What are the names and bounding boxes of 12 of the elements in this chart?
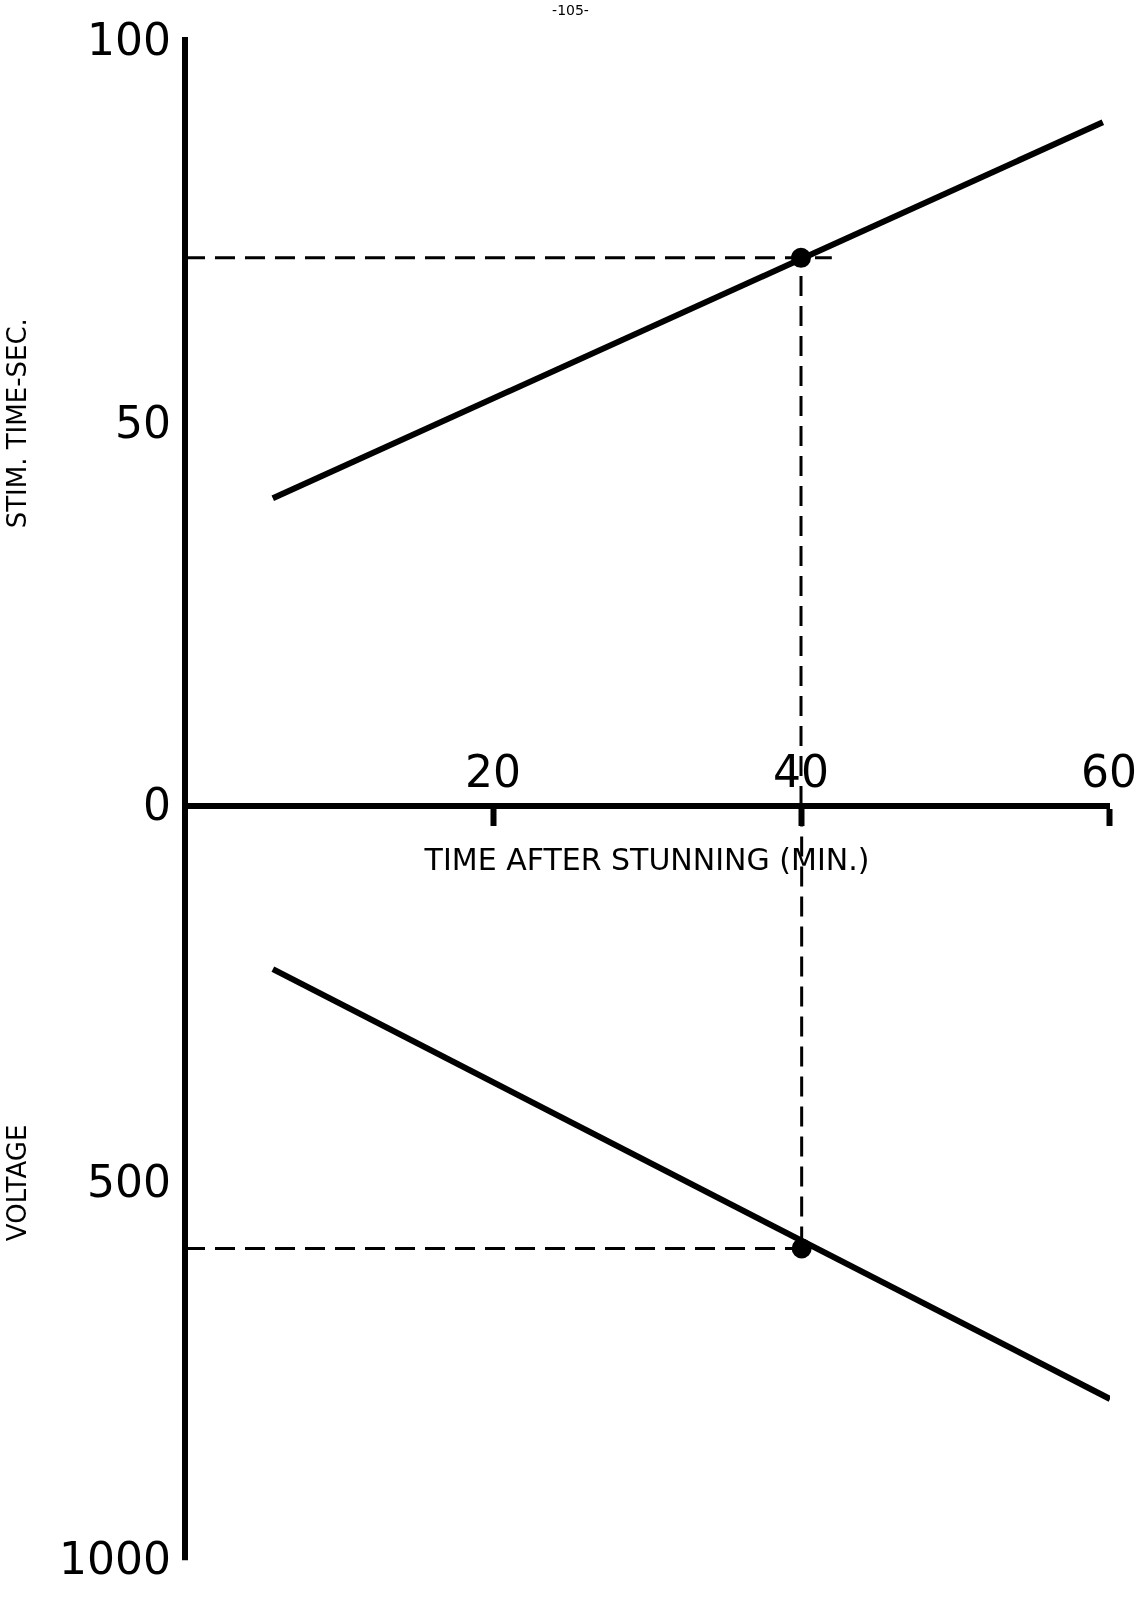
y-tick-label: 0	[143, 779, 171, 831]
y-axis-title: VOLTAGE	[2, 1124, 33, 1241]
text: -105-	[552, 2, 589, 18]
y-axis-title: STIM. TIME-SEC.	[2, 318, 33, 529]
x-tick-label: 60	[1081, 746, 1138, 798]
x-tick-label: 40	[773, 746, 829, 798]
y-tick-label: 100	[87, 13, 171, 65]
y-tick-label: 50	[115, 396, 171, 448]
y-tick-label: 500	[87, 1155, 171, 1207]
y-tick-label: 1000	[59, 1532, 171, 1584]
x-axis-title: TIME AFTER STUNNING (MIN.)	[423, 841, 870, 877]
x-tick-label: 20	[465, 746, 521, 798]
